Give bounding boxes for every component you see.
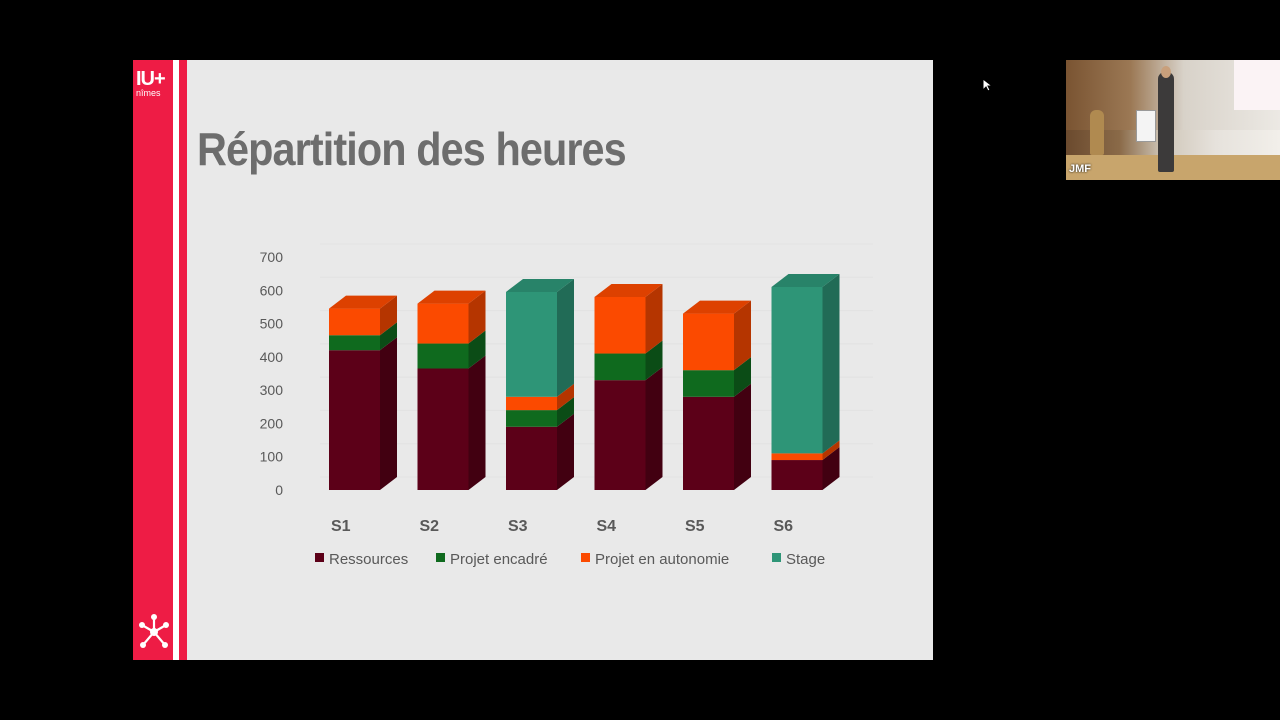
y-tick-label: 500 xyxy=(260,316,284,332)
bar-segment-side xyxy=(822,447,840,490)
bar-segment-side xyxy=(380,295,397,336)
bar-segment-side xyxy=(645,367,663,490)
y-tick-label: 0 xyxy=(275,482,283,498)
slide-title: Répartition des heures xyxy=(197,123,627,175)
legend-swatch xyxy=(436,553,445,562)
bar-segment xyxy=(683,370,734,397)
webcam-thumbnail[interactable]: JMF xyxy=(1066,60,1280,180)
bar-segment xyxy=(683,396,734,490)
bar-segment-side xyxy=(557,413,574,490)
legend-swatch xyxy=(315,553,324,562)
stacked-bar-chart: 0 100 200 300 400 500 600 700 S1 S2 S3 S4 S5 S6 Ressou… xyxy=(260,243,873,568)
y-tick-label: 300 xyxy=(260,382,284,398)
bar-segment xyxy=(594,380,646,490)
x-tick-label: S5 xyxy=(685,518,705,535)
bar-segment-side xyxy=(734,357,751,397)
bar-segment-side xyxy=(645,283,663,354)
bar-segment xyxy=(417,368,469,490)
legend-label: Projet en autonomie xyxy=(595,551,729,568)
bar-top xyxy=(594,283,663,297)
bar-segment-side xyxy=(822,440,840,461)
bar-segment xyxy=(506,410,557,427)
bar-segment-side xyxy=(822,273,840,454)
slide-accent-stripe xyxy=(173,60,179,660)
bar-segment xyxy=(771,460,823,490)
network-icon xyxy=(139,614,169,648)
logo-main-text: IU+ xyxy=(136,68,166,90)
bar-segment xyxy=(329,335,380,351)
flipchart xyxy=(1136,110,1156,142)
bar-segment-side xyxy=(468,330,486,369)
bar-segment-side xyxy=(734,300,751,371)
presenter-figure xyxy=(1158,72,1174,172)
y-tick-label: 200 xyxy=(260,415,284,431)
x-tick-label: S4 xyxy=(597,518,617,535)
mouse-cursor-icon xyxy=(982,78,992,92)
legend-label: Projet encadré xyxy=(450,551,548,568)
bar-segment-side xyxy=(468,290,486,344)
bar-segment-side xyxy=(380,337,397,490)
bar-top xyxy=(683,300,751,314)
bar-top xyxy=(771,273,840,287)
bar-segment xyxy=(771,453,823,461)
legend-swatch xyxy=(772,553,781,562)
bar-segment-side xyxy=(645,340,663,381)
bar-segment xyxy=(329,308,380,336)
y-tick-label: 400 xyxy=(260,349,284,365)
bar-top xyxy=(417,290,486,304)
logo-sub-text: nîmes xyxy=(136,88,161,98)
bar-segment xyxy=(506,426,557,490)
bar-segment-side xyxy=(468,355,486,490)
x-tick-label: S2 xyxy=(420,518,440,535)
bar-segment xyxy=(683,313,734,371)
bar-top xyxy=(329,295,397,309)
bar-segment xyxy=(417,343,469,369)
legend-swatch xyxy=(581,553,590,562)
bar-segment-side xyxy=(557,397,574,427)
x-tick-label: S6 xyxy=(774,518,794,535)
bar-segment-side xyxy=(557,383,574,411)
bar-segment-side xyxy=(734,383,751,490)
legend-label: Ressources xyxy=(329,551,408,568)
bar-segment xyxy=(594,353,646,381)
y-tick-label: 600 xyxy=(260,282,284,298)
slide: IU+ nîmes Répartition des heures 0 100 200… xyxy=(133,60,933,660)
bar-segment xyxy=(506,291,557,397)
webcam-participant-label: JMF xyxy=(1069,163,1091,175)
iut-logo: IU+ nîmes xyxy=(136,68,170,98)
bar-segment xyxy=(417,303,469,344)
bar-segment-side xyxy=(380,322,397,351)
slide-accent-band xyxy=(133,60,173,660)
bar-segment xyxy=(506,396,557,411)
slide-accent-band-inner xyxy=(179,60,187,660)
x-tick-label: S1 xyxy=(331,518,351,535)
x-tick-label: S3 xyxy=(508,518,528,535)
y-tick-label: 100 xyxy=(260,449,284,465)
y-tick-label: 700 xyxy=(260,249,284,265)
bar-top xyxy=(506,278,574,292)
bar-segment xyxy=(329,350,380,490)
bar-segment xyxy=(771,286,823,454)
bar-segment-side xyxy=(557,278,574,397)
bar-segment xyxy=(594,296,646,354)
participant-figure xyxy=(1090,110,1104,155)
legend-label: Stage xyxy=(786,551,825,568)
